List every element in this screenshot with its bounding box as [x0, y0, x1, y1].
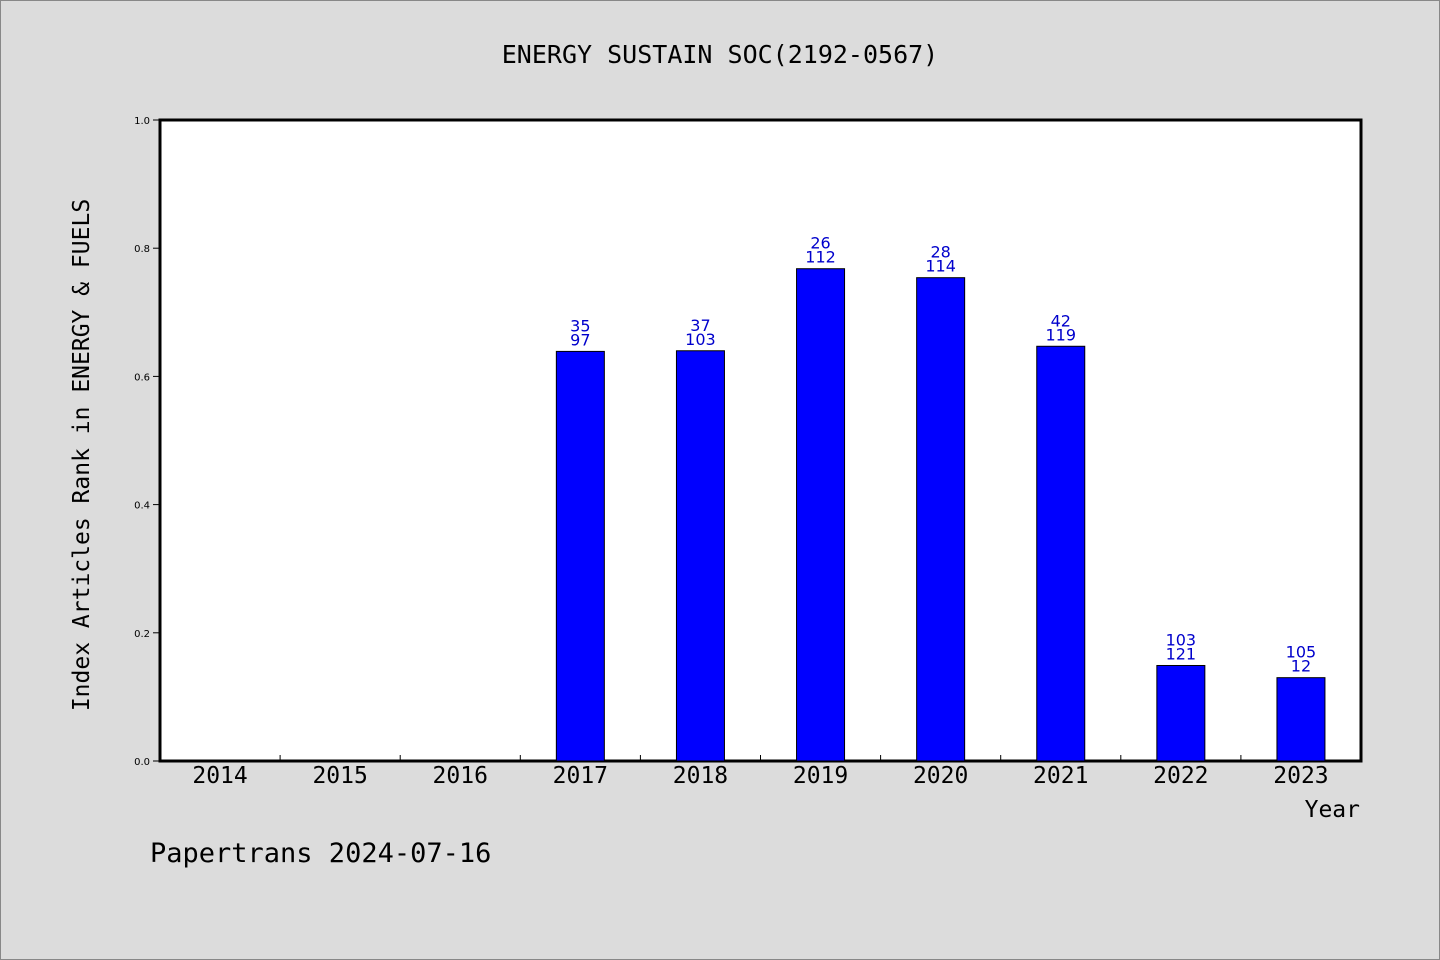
data-label-top: 103 [1166, 630, 1197, 649]
y-axis-label: Index Articles Rank in ENERGY & FUELS [69, 199, 95, 711]
data-label-top: 28 [930, 243, 950, 262]
x-tick-label: 2019 [793, 763, 848, 789]
bar [796, 268, 846, 762]
data-label-top: 37 [690, 316, 710, 335]
y-tick-label: 1.0 [134, 116, 150, 127]
x-tick-label: 2017 [553, 763, 608, 789]
data-label-top: 26 [810, 234, 830, 253]
data-label-top: 35 [570, 316, 590, 335]
y-tick-label: 0.6 [134, 372, 150, 383]
chart-title: ENERGY SUSTAIN SOC(2192-0567) [502, 40, 939, 69]
data-label-bottom: 97 [570, 330, 590, 349]
data-label-bottom: 103 [685, 330, 716, 349]
bar [1276, 677, 1326, 762]
bar-series [555, 268, 1326, 762]
x-tick-label: 2015 [312, 763, 367, 789]
bar [1036, 345, 1086, 762]
bar [555, 350, 605, 762]
x-tick-label: 2014 [192, 763, 247, 789]
bar [675, 350, 725, 762]
data-label-top: 105 [1286, 643, 1317, 662]
data-label-bottom: 119 [1045, 325, 1076, 344]
x-axis: 2014 2015 2016 2017 2018 2019 2020 2021 2022 2023 [192, 755, 1329, 789]
data-label-top: 42 [1051, 311, 1071, 330]
y-tick-label: 0.2 [134, 629, 150, 640]
x-tick-label: 2021 [1033, 763, 1088, 789]
x-axis-label: Year [1305, 797, 1360, 823]
footer-credit: Papertrans 2024-07-16 [150, 838, 491, 869]
x-tick-label: 2020 [913, 763, 968, 789]
data-label-bottom: 112 [805, 248, 836, 267]
y-tick-label: 0.4 [134, 501, 150, 512]
x-tick-label: 2023 [1273, 763, 1328, 789]
x-tick-label: 2016 [433, 763, 488, 789]
bar [916, 277, 966, 762]
bar [1156, 664, 1206, 762]
y-axis: 0.0 0.2 0.4 0.6 0.8 1.0 [134, 116, 160, 768]
y-tick-label: 0.8 [134, 244, 150, 255]
data-label-bottom: 12 [1291, 657, 1311, 676]
plot-area [158, 118, 1363, 763]
y-tick-label: 0.0 [134, 757, 150, 768]
x-tick-label: 2022 [1153, 763, 1208, 789]
x-tick-label: 2018 [673, 763, 728, 789]
data-label-bottom: 114 [925, 257, 956, 276]
data-label-bottom: 121 [1166, 644, 1197, 663]
